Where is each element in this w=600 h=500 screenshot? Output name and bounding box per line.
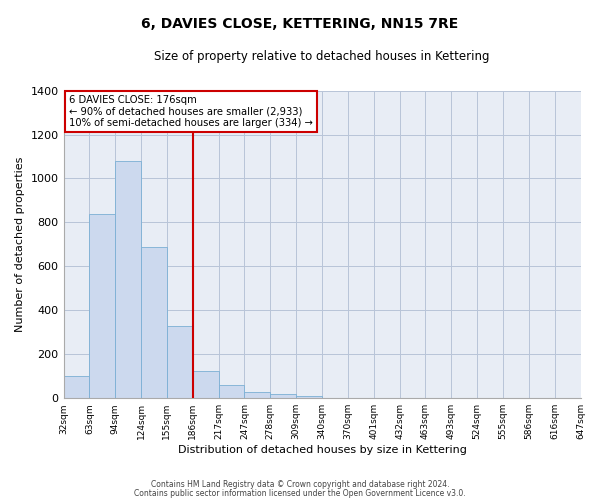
Bar	[271, 394, 296, 398]
Text: 6, DAVIES CLOSE, KETTERING, NN15 7RE: 6, DAVIES CLOSE, KETTERING, NN15 7RE	[142, 18, 458, 32]
Text: Contains public sector information licensed under the Open Government Licence v3: Contains public sector information licen…	[134, 488, 466, 498]
Text: Contains HM Land Registry data © Crown copyright and database right 2024.: Contains HM Land Registry data © Crown c…	[151, 480, 449, 489]
Title: Size of property relative to detached houses in Kettering: Size of property relative to detached ho…	[154, 50, 490, 63]
Text: 6 DAVIES CLOSE: 176sqm
← 90% of detached houses are smaller (2,933)
10% of semi-: 6 DAVIES CLOSE: 176sqm ← 90% of detached…	[69, 95, 313, 128]
Bar	[296, 396, 322, 398]
Bar	[167, 326, 193, 398]
Bar	[218, 385, 244, 398]
Y-axis label: Number of detached properties: Number of detached properties	[15, 156, 25, 332]
X-axis label: Distribution of detached houses by size in Kettering: Distribution of detached houses by size …	[178, 445, 466, 455]
Bar	[244, 392, 271, 398]
Bar	[64, 376, 89, 398]
Bar	[89, 214, 115, 398]
Bar	[141, 246, 167, 398]
Bar	[193, 370, 218, 398]
Bar	[115, 161, 141, 398]
